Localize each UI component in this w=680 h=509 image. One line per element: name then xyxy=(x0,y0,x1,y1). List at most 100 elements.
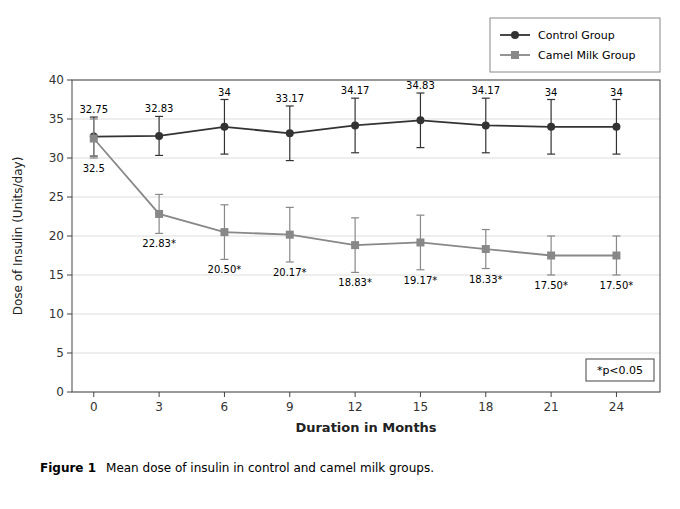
error-bar xyxy=(482,230,490,269)
y-tick xyxy=(67,119,72,120)
data-label: 17.50* xyxy=(600,280,634,291)
error-cap xyxy=(155,233,163,234)
legend-entry: Camel Milk Group xyxy=(538,49,635,62)
data-label: 19.17* xyxy=(404,275,438,286)
data-label: 32.75 xyxy=(79,104,108,115)
y-tick xyxy=(67,236,72,237)
error-cap xyxy=(155,155,163,156)
x-tick xyxy=(616,392,617,397)
grid-line xyxy=(72,197,660,198)
y-tick xyxy=(67,80,72,81)
x-axis-label: Duration in Months xyxy=(295,420,436,435)
error-cap xyxy=(612,99,620,100)
annotation-box xyxy=(586,359,654,381)
error-cap xyxy=(351,152,359,153)
data-label: 22.83* xyxy=(142,238,176,249)
chart: 051015202530354003691215182124Duration i… xyxy=(0,0,680,509)
data-label: 34 xyxy=(218,87,231,98)
x-tick xyxy=(224,392,225,397)
x-tick xyxy=(93,392,94,397)
error-cap xyxy=(90,157,98,158)
error-cap xyxy=(220,154,228,155)
error-cap xyxy=(351,272,359,273)
data-point xyxy=(482,245,490,253)
error-bar xyxy=(612,236,620,275)
error-cap xyxy=(90,118,98,119)
y-tick xyxy=(67,197,72,198)
error-bar xyxy=(416,215,424,270)
error-cap xyxy=(547,235,555,236)
data-point xyxy=(612,252,620,260)
error-cap xyxy=(612,154,620,155)
data-label: 18.33* xyxy=(469,274,503,285)
x-tick-label: 12 xyxy=(347,400,362,414)
y-tick-label: 20 xyxy=(49,229,64,243)
x-tick xyxy=(159,392,160,397)
plot-data xyxy=(90,93,621,275)
error-bar xyxy=(351,218,359,273)
data-label: 34.83 xyxy=(406,80,435,91)
error-bar xyxy=(155,116,163,155)
data-label: 34 xyxy=(610,87,623,98)
error-cap xyxy=(155,116,163,117)
y-tick-label: 0 xyxy=(56,385,64,399)
data-point xyxy=(416,238,424,246)
error-cap xyxy=(612,235,620,236)
data-label: 32.83 xyxy=(145,103,174,114)
data-point xyxy=(416,116,424,124)
error-cap xyxy=(220,259,228,260)
caption-text: Mean dose of insulin in control and came… xyxy=(106,461,434,475)
data-point xyxy=(286,129,294,137)
legend-swatch-marker xyxy=(511,51,519,59)
y-tick xyxy=(67,158,72,159)
error-bar xyxy=(351,98,359,153)
error-bar xyxy=(220,205,228,260)
error-cap xyxy=(351,98,359,99)
y-tick xyxy=(67,353,72,354)
data-label: 34.17 xyxy=(341,85,370,96)
data-point xyxy=(547,252,555,260)
data-label: 33.17 xyxy=(275,93,304,104)
data-label: 17.50* xyxy=(534,280,568,291)
grid-line xyxy=(72,314,660,315)
x-tick-label: 3 xyxy=(155,400,163,414)
error-cap xyxy=(612,274,620,275)
legend-swatch-marker xyxy=(511,31,519,39)
error-bar xyxy=(220,100,228,155)
y-tick-label: 25 xyxy=(49,190,64,204)
data-point xyxy=(155,132,163,140)
grid-line xyxy=(72,236,660,237)
error-cap xyxy=(416,92,424,93)
y-tick-label: 30 xyxy=(49,151,64,165)
y-axis-label: Dose of Insulin (Units/day) xyxy=(11,157,25,316)
error-cap xyxy=(482,98,490,99)
error-cap xyxy=(482,229,490,230)
x-tick xyxy=(551,392,552,397)
x-tick-label: 18 xyxy=(478,400,493,414)
error-cap xyxy=(482,268,490,269)
x-tick xyxy=(420,392,421,397)
y-tick-label: 15 xyxy=(49,268,64,282)
error-cap xyxy=(286,261,294,262)
y-tick-label: 35 xyxy=(49,112,64,126)
grid-line xyxy=(72,158,660,159)
error-cap xyxy=(416,269,424,270)
data-point xyxy=(351,121,359,129)
y-tick xyxy=(67,392,72,393)
error-cap xyxy=(220,204,228,205)
data-point xyxy=(547,123,555,131)
plot-frame xyxy=(72,80,660,392)
grid-line xyxy=(72,353,660,354)
x-tick xyxy=(289,392,290,397)
error-cap xyxy=(547,274,555,275)
legend: Control Group Camel Milk Group xyxy=(490,18,660,72)
x-tick-label: 15 xyxy=(413,400,428,414)
error-bar xyxy=(90,119,98,158)
x-tick-label: 9 xyxy=(286,400,294,414)
legend-entry: Control Group xyxy=(538,29,615,42)
annotation: *p<0.05 xyxy=(597,364,643,377)
error-bar xyxy=(612,100,620,155)
y-tick-label: 5 xyxy=(56,346,64,360)
data-point xyxy=(612,123,620,131)
data-label: 18.83* xyxy=(338,277,372,288)
